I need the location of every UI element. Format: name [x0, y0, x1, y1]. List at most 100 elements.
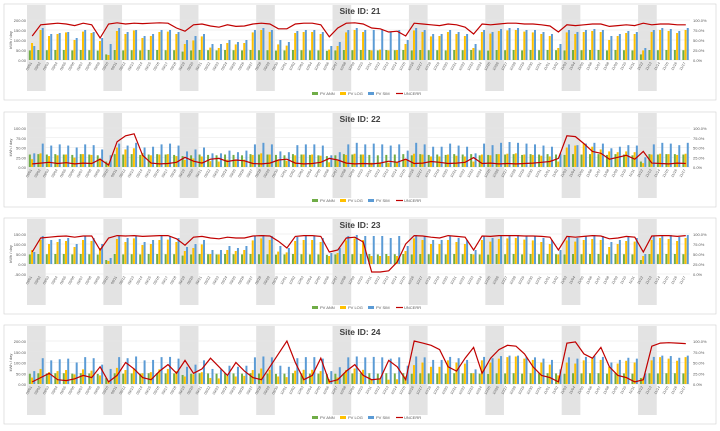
bar-pv-sim	[330, 155, 333, 167]
bar-pv-log	[642, 256, 645, 264]
bar-pv-ann	[300, 254, 303, 264]
x-tick-label: 10/04	[305, 168, 313, 178]
x-tick-label: 09/08	[85, 169, 93, 179]
bar-pv-log	[217, 254, 220, 264]
bar-pv-sim	[406, 365, 409, 384]
bar-pv-sim	[542, 238, 545, 264]
x-tick-label: 10/04	[305, 275, 313, 285]
legend-label: PV ANN	[320, 415, 335, 420]
bar-pv-sim	[517, 28, 520, 60]
x-tick-label: 11/06	[585, 169, 593, 179]
bar-pv-sim	[635, 238, 638, 264]
bar-pv-log	[582, 143, 585, 167]
x-tick-label: 09/21	[195, 276, 203, 286]
bar-pv-sim	[169, 143, 172, 167]
bar-pv-ann	[122, 154, 125, 167]
y-tick-label: 50.00	[16, 371, 27, 376]
bar-pv-ann	[393, 50, 396, 60]
x-tick-label: 10/22	[458, 62, 466, 72]
bar-pv-log	[684, 238, 687, 264]
bar-pv-sim	[338, 248, 341, 264]
bar-pv-sim	[423, 144, 426, 167]
bar-pv-log	[514, 30, 517, 60]
bar-pv-ann	[266, 154, 269, 167]
chart-frame	[3, 324, 717, 425]
bar-pv-sim	[449, 30, 452, 60]
bar-pv-ann	[563, 154, 566, 167]
bar-pv-ann	[28, 154, 31, 167]
bar-pv-sim	[313, 30, 316, 60]
bar-pv-ann	[614, 254, 617, 264]
bar-pv-ann	[393, 254, 396, 264]
bar-pv-log	[217, 378, 220, 384]
bar-pv-ann	[631, 254, 634, 264]
shaded-band	[485, 113, 504, 198]
x-tick-label: 10/12	[373, 385, 381, 395]
bar-pv-log	[591, 239, 594, 264]
x-tick-label: 11/11	[628, 61, 636, 70]
bar-pv-ann	[241, 254, 244, 264]
bar-pv-ann	[325, 156, 328, 167]
bar-pv-log	[540, 34, 543, 60]
bar-pv-ann	[470, 154, 473, 167]
x-tick-label: 09/27	[246, 168, 254, 178]
shaded-band	[485, 326, 504, 415]
x-tick-label: 10/19	[433, 61, 441, 71]
bar-pv-sim	[474, 369, 477, 384]
x-tick-label: 09/30	[271, 62, 279, 72]
bar-pv-sim	[661, 28, 664, 60]
bar-pv-ann	[300, 154, 303, 167]
bar-pv-log	[115, 31, 118, 60]
x-tick-label: 10/22	[458, 276, 466, 286]
bar-pv-ann	[156, 154, 159, 167]
bar-pv-log	[362, 240, 365, 264]
bar-pv-ann	[190, 254, 193, 264]
x-tick-label: 10/25	[483, 62, 491, 72]
bar-pv-log	[659, 357, 662, 384]
bar-pv-log	[608, 247, 611, 264]
y2-tick-label: 50.0%	[693, 38, 705, 43]
bar-pv-ann	[665, 373, 668, 384]
bar-pv-sim	[652, 144, 655, 167]
bar-pv-sim	[126, 145, 129, 167]
bar-pv-ann	[538, 254, 541, 264]
x-tick-label: 10/10	[356, 168, 364, 178]
bar-pv-sim	[355, 356, 358, 384]
bar-pv-log	[387, 379, 390, 384]
bar-pv-sim	[126, 358, 129, 384]
bar-pv-sim	[203, 240, 205, 264]
x-tick-label: 11/09	[611, 386, 619, 396]
bar-pv-log	[412, 30, 415, 60]
bar-pv-sim	[593, 235, 596, 264]
bar-pv-sim	[67, 238, 70, 264]
bar-pv-log	[676, 154, 679, 167]
bar-pv-sim	[440, 240, 443, 264]
bar-pv-sim	[135, 142, 138, 167]
bar-pv-ann	[274, 50, 277, 60]
bar-pv-log	[31, 159, 34, 167]
bar-pv-ann	[461, 50, 464, 60]
y-axis-label: kWh / day	[8, 31, 13, 49]
bar-pv-sim	[262, 356, 265, 384]
bar-pv-sim	[449, 236, 452, 264]
bar-pv-log	[251, 240, 254, 264]
bar-pv-log	[667, 239, 670, 264]
x-tick-label: 11/10	[619, 385, 627, 395]
x-tick-label: 10/10	[356, 275, 364, 285]
bar-pv-sim	[347, 236, 350, 264]
x-tick-label: 09/28	[254, 169, 262, 179]
bar-pv-ann	[487, 373, 490, 384]
y2-tick-label: 100.0%	[693, 232, 707, 237]
y-axis-label: kWh / day	[8, 354, 13, 372]
y2-tick-label: 50.0%	[693, 252, 705, 257]
bar-pv-sim	[287, 248, 290, 264]
x-tick-label: 10/10	[356, 385, 364, 395]
bar-pv-ann	[215, 373, 218, 384]
bar-pv-ann	[359, 254, 362, 264]
bar-pv-ann	[28, 373, 31, 384]
bar-pv-sim	[534, 357, 536, 384]
bar-pv-ann	[62, 50, 65, 60]
y2-tick-label: 25.0%	[693, 371, 705, 376]
bar-pv-log	[234, 44, 237, 60]
bar-pv-ann	[461, 154, 464, 167]
